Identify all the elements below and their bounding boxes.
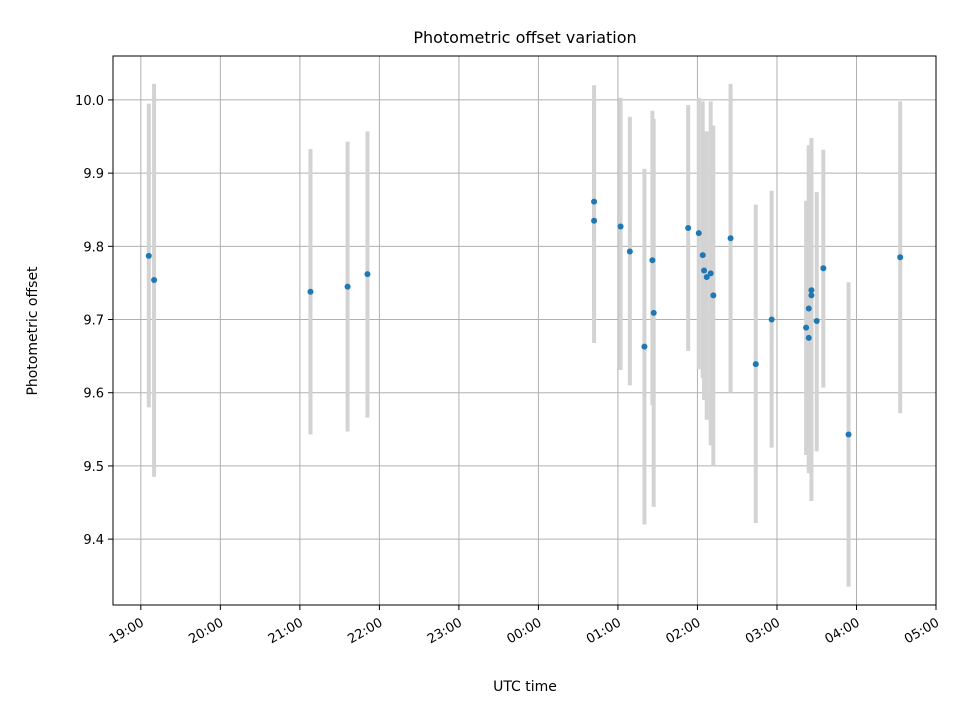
data-point — [752, 361, 759, 368]
data-point — [805, 334, 812, 341]
y-tick-label: 9.8 — [83, 240, 104, 255]
data-point — [813, 317, 820, 324]
y-tick-label: 10.0 — [75, 94, 104, 109]
data-point — [707, 270, 714, 277]
data-point — [808, 292, 815, 299]
x-tick-label: 05:00 — [902, 615, 942, 647]
x-tick-label: 19:00 — [107, 615, 147, 647]
x-tick-label: 23:00 — [425, 615, 465, 647]
data-point — [364, 271, 371, 278]
data-point — [703, 274, 710, 281]
y-tick-label: 9.7 — [83, 314, 104, 329]
data-point — [591, 198, 598, 205]
data-point — [768, 316, 775, 323]
y-tick-label: 9.6 — [83, 387, 104, 402]
data-point — [820, 265, 827, 272]
data-point — [626, 248, 633, 255]
data-point — [699, 252, 706, 259]
x-tick-label: 20:00 — [186, 615, 226, 647]
data-point — [805, 305, 812, 312]
x-tick-label: 01:00 — [584, 615, 624, 647]
x-axis-label: UTC time — [493, 679, 557, 695]
data-point — [145, 252, 152, 259]
y-tick-label: 9.9 — [83, 167, 104, 182]
y-axis-ticks: 9.4 9.5 9.6 9.7 9.8 9.9 10.0 — [75, 94, 113, 548]
data-point — [344, 283, 351, 290]
data-point — [808, 287, 815, 294]
data-point — [650, 309, 657, 316]
plot-frame — [112, 55, 937, 606]
y-axis-label: Photometric offset — [25, 266, 41, 396]
data-point — [151, 276, 158, 283]
data-point — [803, 324, 810, 331]
data-point — [845, 431, 852, 438]
data-point — [695, 230, 702, 237]
x-axis-ticks: 19:00 20:00 21:00 22:00 23:00 00:00 01:00 02:00… — [107, 605, 942, 647]
x-tick-label: 02:00 — [664, 615, 704, 647]
data-point — [591, 217, 598, 224]
data-point — [897, 254, 904, 261]
data-point — [641, 343, 648, 350]
data-point — [617, 223, 624, 230]
chart-title: Photometric offset variation — [413, 28, 636, 47]
data-point — [701, 267, 708, 274]
data-point — [710, 292, 717, 299]
data-point — [727, 235, 734, 242]
data-point — [685, 225, 692, 232]
y-tick-label: 9.5 — [83, 460, 104, 475]
x-tick-label: 04:00 — [823, 615, 863, 647]
y-tick-label: 9.4 — [83, 533, 104, 548]
x-tick-label: 03:00 — [743, 615, 783, 647]
data-point — [307, 288, 314, 295]
data-point — [649, 257, 656, 264]
error-bars — [146, 83, 903, 587]
x-tick-label: 22:00 — [345, 615, 385, 647]
data-points — [145, 198, 904, 438]
x-tick-label: 21:00 — [266, 615, 306, 647]
x-tick-label: 00:00 — [504, 615, 544, 647]
